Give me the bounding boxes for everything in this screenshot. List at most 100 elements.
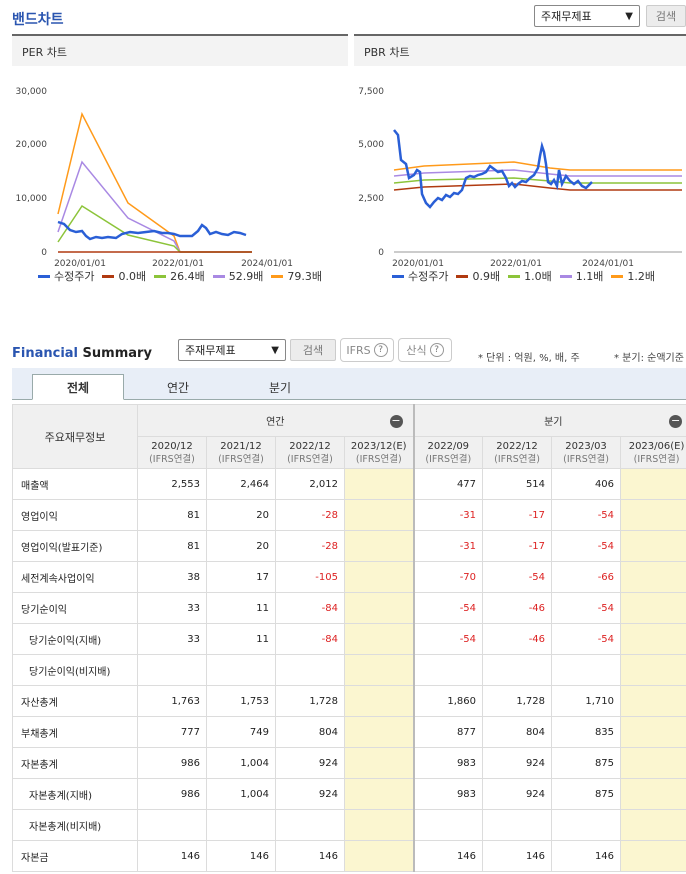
pbr-band-1-1	[393, 169, 682, 177]
tab-all[interactable]: 전체	[32, 374, 124, 400]
legend-item[interactable]: 1.0배	[508, 268, 552, 284]
legend-label: 1.1배	[575, 270, 604, 283]
row-label[interactable]: 영업이익	[12, 499, 138, 531]
table-cell: 804	[275, 716, 345, 748]
table-cell	[343, 809, 415, 841]
row-label[interactable]: 자본금	[12, 840, 138, 872]
table-cell: -54	[551, 499, 622, 531]
table-cell: 2,012	[275, 468, 345, 500]
band-search-button[interactable]: 검색	[646, 5, 686, 27]
row-label[interactable]: 매출액	[12, 468, 138, 500]
legend-item[interactable]: 수정주가	[38, 268, 94, 284]
chevron-down-icon: ▼	[625, 10, 633, 22]
row-label[interactable]: 세전계속사업이익	[12, 561, 138, 593]
legend-item[interactable]: 0.0배	[102, 268, 146, 284]
collapse-annual-icon[interactable]: −	[389, 414, 403, 428]
collapse-quarter-icon[interactable]: −	[669, 414, 683, 428]
band-statement-select[interactable]: 주재무제표 ▼	[534, 5, 640, 27]
row-label[interactable]: 자본총계(비지배)	[12, 809, 138, 841]
legend-label: 0.9배	[472, 270, 501, 283]
pbr-legend: 수정주가 0.9배 1.0배 1.1배 1.2배	[392, 268, 655, 284]
legend-item[interactable]: 79.3배	[271, 268, 322, 284]
table-cell: 38	[137, 561, 207, 593]
y-tick-label: 0	[378, 248, 384, 258]
legend-item[interactable]: 52.9배	[212, 268, 263, 284]
row-label[interactable]: 자본총계	[12, 747, 138, 779]
row-label[interactable]: 당기순이익(비지배)	[12, 654, 138, 686]
group-annual-header: 연간 −	[136, 404, 415, 437]
legend-item[interactable]: 수정주가	[392, 268, 448, 284]
table-cell	[551, 809, 622, 841]
row-label[interactable]: 당기순이익	[12, 592, 138, 624]
period-label: 2020/12	[151, 440, 193, 452]
pbr-chart-title: PBR 차트	[354, 34, 686, 66]
table-cell: -54	[412, 592, 484, 624]
table-row: 자본총계 986 1,004 924 983 924 875	[12, 747, 686, 779]
row-label[interactable]: 영업이익(발표기준)	[12, 530, 138, 562]
fs-statement-select[interactable]: 주재무제표 ▼	[178, 339, 286, 361]
table-cell: 986	[137, 778, 207, 810]
y-tick-label: 10,000	[16, 194, 48, 204]
row-label[interactable]: 부채총계	[12, 716, 138, 748]
table-cell: 1,728	[482, 685, 553, 717]
table-cell	[343, 685, 415, 717]
row-label[interactable]: 자산총계	[12, 685, 138, 717]
table-cell	[412, 809, 484, 841]
table-cell: -54	[551, 530, 622, 562]
table-row: 자산총계 1,763 1,753 1,728 1,860 1,728 1,710	[12, 685, 686, 717]
row-label[interactable]: 당기순이익(지배)	[12, 623, 138, 655]
legend-label: 79.3배	[287, 270, 322, 283]
table-cell: -28	[275, 499, 345, 531]
tab-quarter[interactable]: 분기	[268, 380, 292, 395]
table-cell: 20	[206, 499, 276, 531]
legend-label: 1.0배	[524, 270, 552, 283]
table-cell: 2,553	[137, 468, 207, 500]
legend-item[interactable]: 1.1배	[559, 268, 604, 284]
table-cell: 406	[551, 468, 622, 500]
legend-label: 0.0배	[118, 270, 147, 283]
question-icon: ?	[429, 343, 444, 357]
per-chart-plot: 30,000 20,000 10,000 0 2020/01/01 2022/01/01 2…	[16, 87, 293, 269]
table-cell	[620, 654, 686, 686]
legend-swatch	[508, 274, 521, 278]
period-header: 2022/12 (IFRS연결)	[275, 436, 345, 469]
financial-summary-title: Financial Summary	[12, 346, 152, 361]
table-cell: 986	[137, 747, 207, 779]
table-cell: 146	[412, 840, 484, 872]
formula-help-button[interactable]: 산식 ?	[398, 338, 452, 362]
table-row: 영업이익(발표기준) 81 20 -28 -31 -17 -54	[12, 530, 686, 562]
table-cell	[551, 654, 622, 686]
legend-item[interactable]: 1.2배	[611, 268, 655, 284]
legend-swatch	[38, 274, 50, 278]
tab-annual[interactable]: 연간	[166, 380, 190, 395]
legend-swatch	[154, 274, 167, 278]
legend-label: 1.2배	[627, 270, 655, 283]
x-tick-label: 2022/01/01	[152, 259, 204, 269]
table-row: 자본총계(지배) 986 1,004 924 983 924 875	[12, 778, 686, 810]
table-cell: -54	[412, 623, 484, 655]
table-cell	[137, 809, 207, 841]
table-cell	[620, 685, 686, 717]
table-cell	[620, 747, 686, 779]
table-row: 당기순이익(지배) 33 11 -84 -54 -46 -54	[12, 623, 686, 655]
table-cell: 835	[551, 716, 622, 748]
table-cell: 1,004	[206, 747, 276, 779]
chevron-down-icon: ▼	[271, 344, 279, 356]
table-cell	[343, 499, 415, 531]
legend-item[interactable]: 0.9배	[456, 268, 500, 284]
row-label[interactable]: 자본총계(지배)	[12, 778, 138, 810]
table-cell	[275, 809, 345, 841]
period-note: * 분기: 순액기준	[614, 353, 684, 364]
period-label: 2021/12	[220, 440, 262, 452]
table-cell: 146	[482, 840, 553, 872]
group-quarter-header: 분기 −	[412, 404, 686, 437]
table-cell: 924	[275, 778, 345, 810]
table-cell	[343, 530, 415, 562]
ifrs-help-button[interactable]: IFRS ?	[340, 338, 394, 362]
fs-search-button[interactable]: 검색	[290, 339, 336, 361]
legend-item[interactable]: 26.4배	[154, 268, 205, 284]
x-tick-label: 2024/01/01	[241, 259, 293, 269]
table-cell: 33	[137, 592, 207, 624]
question-icon: ?	[373, 343, 388, 357]
y-tick-label: 2,500	[358, 194, 384, 204]
